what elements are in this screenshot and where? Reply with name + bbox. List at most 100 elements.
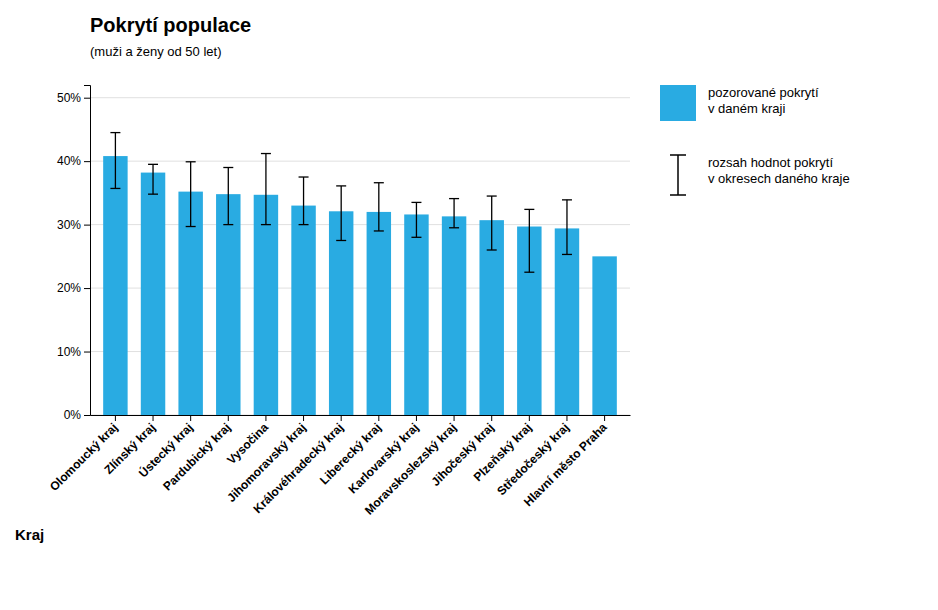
- error-bar-stem: [190, 162, 191, 227]
- y-tick-label: 0%: [64, 408, 82, 422]
- error-bar: [223, 168, 233, 225]
- error-bar-cap-low: [374, 230, 384, 231]
- y-tick: 20%: [57, 281, 90, 295]
- error-bar-cap-low: [449, 227, 459, 228]
- error-bar-cap-low: [562, 254, 572, 255]
- error-bar: [336, 186, 346, 241]
- error-bar-cap-low: [110, 188, 120, 189]
- y-tick-mark: [84, 352, 90, 353]
- error-bar-cap-high: [449, 198, 459, 199]
- y-axis: 0% 10% 20% 30% 40% 50%: [57, 86, 91, 423]
- error-bar-stem: [416, 202, 417, 237]
- x-tick: Hlavní město Praha: [521, 415, 610, 509]
- error-bar-cap-low: [261, 224, 271, 225]
- bar: [479, 220, 503, 415]
- error-bar-stem: [341, 186, 342, 241]
- legend-error-stem: [677, 155, 679, 195]
- y-tick-mark: [84, 225, 90, 226]
- error-bar-cap-high: [562, 199, 572, 200]
- grid-line: [90, 351, 630, 352]
- error-bar: [186, 162, 196, 227]
- error-bar: [374, 183, 384, 231]
- y-tick-mark: [84, 98, 90, 99]
- error-bar-cap-low: [411, 237, 421, 238]
- plot: 0%10%20%30%40%50%Olomoucký krajZlínský k…: [47, 86, 631, 518]
- error-bar-cap-low: [186, 226, 196, 227]
- error-bar-stem: [228, 168, 229, 225]
- bar: [329, 211, 353, 415]
- x-tick-mark: [378, 415, 379, 421]
- y-tick-label: 40%: [57, 154, 81, 168]
- error-bar: [562, 200, 572, 255]
- grid-line: [90, 97, 630, 98]
- error-bar-stem: [529, 209, 530, 272]
- y-tick-mark: [84, 415, 90, 416]
- error-bar-cap-high: [261, 153, 271, 154]
- y-tick-mark: [84, 288, 90, 289]
- error-bar-cap-low: [336, 240, 346, 241]
- marks: [103, 133, 617, 415]
- error-bar-stem: [378, 183, 379, 231]
- y-tick: 30%: [57, 218, 90, 232]
- x-tick-mark: [228, 415, 229, 421]
- x-tick-mark: [341, 415, 342, 421]
- error-bar-cap-low: [223, 224, 233, 225]
- x-tick-mark: [604, 415, 605, 421]
- y-tick: 0%: [64, 408, 90, 422]
- error-bar-cap-low: [299, 224, 309, 225]
- error-bar-cap-high: [411, 202, 421, 203]
- x-axis-title: Kraj: [15, 526, 44, 543]
- bar: [141, 173, 165, 415]
- error-bar-stem: [303, 177, 304, 225]
- error-bar-stem: [265, 154, 266, 225]
- chart: Pokrytí populace (muži a ženy od 50 let) 0…: [0, 0, 938, 610]
- title: Pokrytí populace: [90, 14, 251, 36]
- bar: [291, 206, 315, 415]
- bar: [216, 194, 240, 415]
- bar: [404, 214, 428, 415]
- y-tick-label: 50%: [57, 91, 81, 105]
- legend-label: rozsah hodnot pokrytív okresech daného k…: [708, 155, 850, 186]
- subtitle: (muži a ženy od 50 let): [90, 44, 222, 59]
- error-bar-stem: [115, 133, 116, 189]
- x-tick-label: Hlavní město Praha: [521, 420, 610, 509]
- error-bar: [148, 164, 158, 194]
- legend-label: pozorované pokrytív daném kraji: [708, 85, 819, 116]
- y-tick-label: 20%: [57, 281, 81, 295]
- error-bar-cap-low: [487, 249, 497, 250]
- error-bar-cap-high: [110, 132, 120, 133]
- y-axis-line: [84, 86, 91, 416]
- x-tick-mark: [529, 415, 530, 421]
- x-tick-mark: [303, 415, 304, 421]
- y-tick-mark: [84, 161, 90, 162]
- x-tick: Olomoucký kraj: [47, 415, 121, 494]
- y-tick-label: 10%: [57, 345, 81, 359]
- legend-error-symbol: [670, 155, 686, 195]
- error-bar: [449, 199, 459, 228]
- x-axis-line: [91, 415, 631, 416]
- bar: [442, 216, 466, 415]
- bar: [367, 212, 391, 415]
- x-tick: Karlovarský kraj: [346, 415, 422, 496]
- grid: [90, 98, 630, 415]
- error-bar-cap-high: [299, 176, 309, 177]
- x-tick-label: Olomoucký kraj: [47, 420, 121, 494]
- y-tick: 40%: [57, 154, 90, 168]
- error-bar-stem: [453, 199, 454, 228]
- error-bar-cap-low: [524, 272, 534, 273]
- x-tick-mark: [491, 415, 492, 421]
- x-tick-mark: [153, 415, 154, 421]
- x-tick-mark: [416, 415, 417, 421]
- x-tick-label: Pardubický kraj: [160, 420, 233, 493]
- error-bar-stem: [491, 196, 492, 250]
- bar: [592, 256, 616, 415]
- grid-line: [90, 161, 630, 162]
- error-bar-cap-high: [336, 185, 346, 186]
- legend-label-line: v okresech daného kraje: [708, 171, 850, 186]
- x-tick-label: Jihočeský kraj: [428, 420, 496, 488]
- error-bar: [524, 209, 534, 272]
- legend: pozorované pokrytív daném kraji rozsah ho…: [660, 85, 850, 195]
- legend-label-line: pozorované pokrytí: [708, 85, 819, 100]
- y-tick: 10%: [57, 345, 90, 359]
- grid-line: [90, 224, 630, 225]
